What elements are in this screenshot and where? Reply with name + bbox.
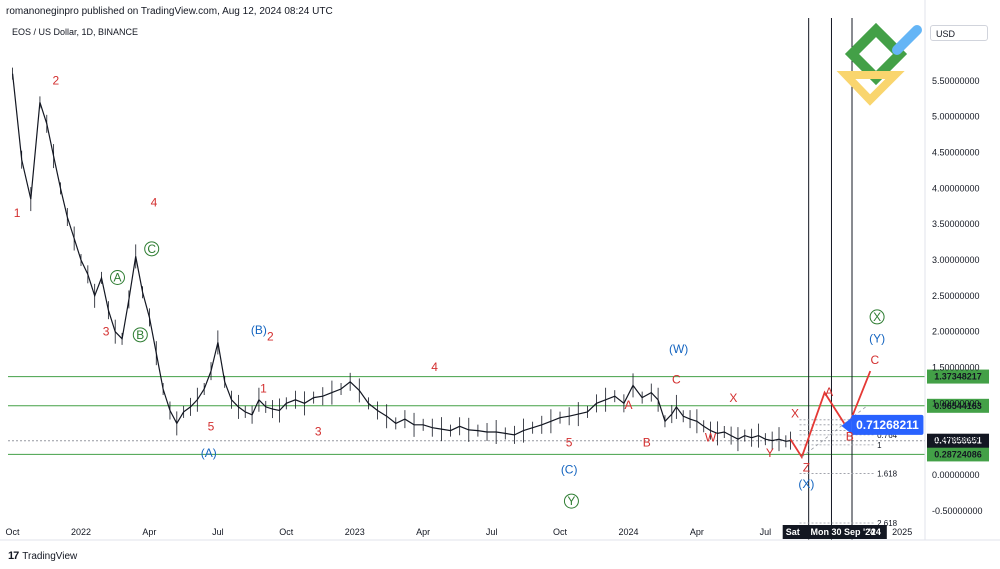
wave-label: W xyxy=(705,430,717,444)
x-tick-label: Jul xyxy=(486,527,498,537)
y-tick-label: 1.00000000 xyxy=(932,398,980,408)
publisher-line: romanoneginpro published on TradingView.… xyxy=(6,6,333,17)
wave-label: X xyxy=(791,407,799,421)
wave-label: 5 xyxy=(566,435,573,449)
wave-label: Y xyxy=(766,446,774,460)
wave-label: A xyxy=(624,398,632,412)
y-tick-label: 5.50000000 xyxy=(932,76,980,86)
wave-label: (X) xyxy=(798,477,814,491)
wave-label: X xyxy=(873,310,881,324)
y-tick-label: 1.50000000 xyxy=(932,363,980,373)
x-tick-label: Apr xyxy=(416,527,430,537)
tradingview-footer[interactable]: 17 TradingView xyxy=(8,550,77,562)
level-price-tag xyxy=(927,369,989,384)
level-price-label: 0.96544163 xyxy=(934,401,982,411)
x-tick-label: Oct xyxy=(6,527,21,537)
level-price-tag xyxy=(927,447,989,462)
wave-label: 1 xyxy=(14,206,21,220)
x-tick-label: 2024 xyxy=(618,527,638,537)
wave-label: 2 xyxy=(267,329,274,343)
y-tick-label: 4.00000000 xyxy=(932,183,980,193)
wave-label: A xyxy=(825,385,833,399)
price-series xyxy=(12,67,791,452)
x-cursor-label: Mon 30 Sep '24 xyxy=(811,527,876,537)
y-tick-label: 3.50000000 xyxy=(932,219,980,229)
vertical-lines xyxy=(808,18,853,540)
wave-label: B xyxy=(846,430,854,444)
fib-level-label: 1.618 xyxy=(877,470,898,479)
wave-label: (Y) xyxy=(869,331,885,345)
x-cursor-label: '24 xyxy=(869,527,881,537)
symbol-title: EOS / US Dollar, 1D, BINANCE xyxy=(12,27,139,37)
forecast-line xyxy=(789,370,872,460)
level-price-label: 1.37348217 xyxy=(934,372,982,382)
wave-label-circle xyxy=(144,241,160,257)
wave-label: X xyxy=(729,391,737,405)
x-cursor-label: Sat xyxy=(786,527,800,537)
wave-label-circle xyxy=(109,270,125,285)
y-tick-label: 4.50000000 xyxy=(932,148,980,158)
horizontal-levels: 1.37348217 0.96544163 0.28724086 0.47858651 xyxy=(8,369,989,462)
x-tick-label: Apr xyxy=(142,527,156,537)
wave-label: 3 xyxy=(103,324,110,338)
wave-label: C xyxy=(672,372,681,386)
x-tick-label: Jul xyxy=(760,527,772,537)
wave-label: (W) xyxy=(669,342,688,356)
wave-label-circle xyxy=(869,309,885,325)
target-label: 0.71268211 xyxy=(856,418,919,432)
wave-label: 4 xyxy=(431,360,438,374)
x-cursor-label-box xyxy=(782,525,887,539)
wave-label: C xyxy=(147,242,156,256)
wave-label-circle xyxy=(563,493,579,509)
target-arrow xyxy=(841,417,852,434)
y-tick-label: 2.50000000 xyxy=(932,291,980,301)
x-tick-label: 2022 xyxy=(71,527,91,537)
x-tick-label: 2023 xyxy=(345,527,365,537)
brand-logo-icon xyxy=(836,22,922,106)
wave-label: 4 xyxy=(151,195,158,209)
currency-selector[interactable]: USD xyxy=(930,25,988,41)
wave-label-circle xyxy=(132,327,148,343)
x-tick-label: 2025 xyxy=(892,527,912,537)
wave-label: B xyxy=(136,328,144,342)
wave-label: 2 xyxy=(53,73,60,87)
wave-label: C xyxy=(870,353,879,367)
level-price-tag xyxy=(927,398,989,413)
target-tag xyxy=(851,414,924,435)
y-tick-label: 2.00000000 xyxy=(932,327,980,337)
wave-label: Z xyxy=(803,460,810,474)
y-axis: 5.50000000 5.00000000 4.50000000 4.00000000… xyxy=(924,0,983,540)
y-tick-label: 5.00000000 xyxy=(932,112,980,122)
wave-label: A xyxy=(113,271,121,285)
wave-label: 5 xyxy=(208,420,215,434)
current-price-label: 0.47858651 xyxy=(934,436,982,446)
y-tick-label: 3.00000000 xyxy=(932,255,980,265)
wave-label: Y xyxy=(567,494,575,508)
y-tick-label: 0.00000000 xyxy=(932,470,980,480)
x-tick-label: Oct xyxy=(553,527,568,537)
wave-label: (C) xyxy=(561,463,578,477)
level-price-label: 0.28724086 xyxy=(934,449,982,459)
fib-level-label: 1 xyxy=(877,441,882,450)
y-tick-label: 0.50000000 xyxy=(932,434,980,444)
wave-label: 1 xyxy=(260,382,267,396)
x-tick-label: Jul xyxy=(212,527,224,537)
tradingview-label: TradingView xyxy=(22,550,78,562)
x-tick-label: Apr xyxy=(690,527,704,537)
fib-level-label: 2.618 xyxy=(877,519,898,528)
x-tick-label: Oct xyxy=(279,527,294,537)
wave-label: B xyxy=(643,435,651,449)
x-axis: Oct 2022 Apr Jul Oct 2023 Apr Jul Oct 2024 Apr Jul 2… xyxy=(0,525,1000,541)
wave-label: (B) xyxy=(251,323,267,337)
wave-label: 3 xyxy=(315,425,322,439)
fib-level-label: 0.764 xyxy=(877,431,898,440)
current-price-tag xyxy=(927,433,989,448)
forecast-path: 0.71268211 xyxy=(789,370,924,460)
wave-label: (A) xyxy=(201,446,217,460)
y-tick-label: -0.50000000 xyxy=(932,506,983,516)
tradingview-logo-icon: 17 xyxy=(8,550,19,562)
